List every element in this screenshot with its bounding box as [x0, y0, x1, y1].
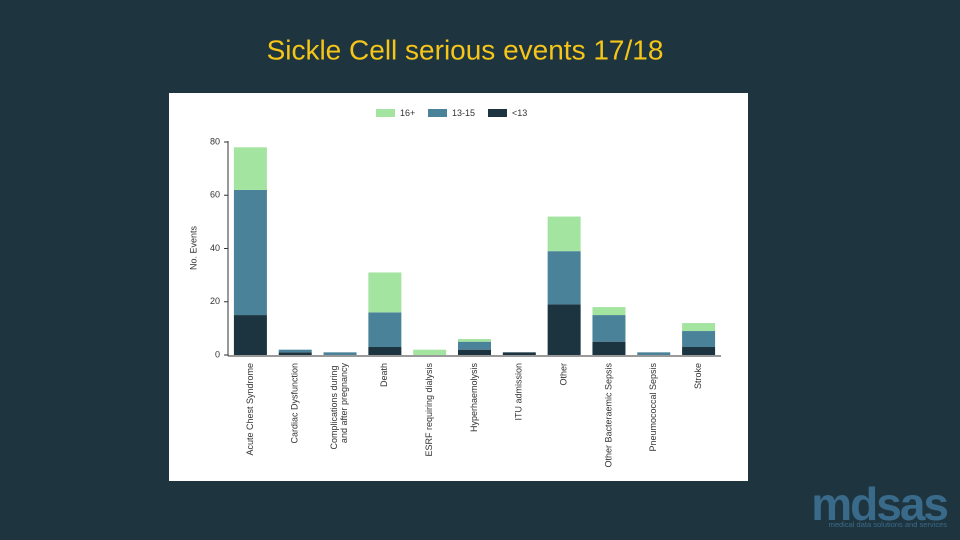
x-tick-label: Cardiac Dysfunction	[290, 363, 300, 444]
x-tick-label: Other Bacteraemic Sepsis	[603, 363, 613, 468]
x-tick-label: Death	[379, 363, 389, 387]
bar-segment	[368, 272, 402, 313]
x-tick-label: Other	[559, 363, 569, 386]
y-axis-label: No. Events	[188, 225, 198, 270]
slide-title: Sickle Cell serious events 17/18	[267, 34, 664, 65]
x-tick-label: ESRF requiring dialysis	[424, 363, 434, 457]
bar-segment	[458, 349, 491, 355]
logo: mdsas	[811, 478, 947, 530]
bar-segment	[682, 323, 716, 332]
bar-segment	[413, 349, 447, 355]
bar-segment	[547, 304, 581, 355]
bar-segment	[458, 339, 491, 342]
bar-segment	[323, 352, 357, 355]
bar-segment	[458, 341, 491, 350]
y-tick-label: 0	[215, 349, 220, 359]
legend-swatch	[488, 109, 507, 117]
legend-label: 16+	[400, 108, 415, 118]
bar-segment	[368, 312, 402, 348]
bar-segment	[637, 352, 671, 355]
bar-segment	[502, 352, 536, 355]
legend-label: 13-15	[452, 108, 475, 118]
bar-segment	[682, 331, 716, 348]
x-tick-label: Stroke	[693, 363, 703, 389]
bar-segment	[592, 341, 626, 355]
y-tick-label: 80	[210, 136, 220, 146]
bar-segment	[278, 349, 312, 353]
x-tick-label: Acute Chest Syndrome	[245, 363, 255, 456]
x-tick-label: Complications during and after pregnancy	[329, 363, 349, 450]
y-tick-label: 60	[210, 190, 220, 200]
bar-segment	[547, 251, 581, 305]
bar-segment	[233, 315, 267, 355]
logo-tagline: medical data solutions and services	[829, 520, 948, 529]
x-tick-label: ITU admission	[514, 363, 524, 421]
bar-segment	[592, 315, 626, 342]
y-tick-label: 40	[210, 243, 220, 253]
legend-swatch	[376, 109, 395, 117]
legend-swatch	[428, 109, 447, 117]
bar-segment	[682, 347, 716, 355]
legend-label: <13	[512, 108, 527, 118]
y-tick-label: 20	[210, 296, 220, 306]
x-tick-label: Pneumococcal Sepsis	[648, 363, 658, 452]
bar-segment	[233, 189, 267, 316]
bar-segment	[233, 147, 267, 190]
x-tick-label: Hyperhaemolysis	[469, 363, 479, 433]
bar-segment	[592, 307, 626, 316]
bar-segment	[368, 347, 402, 355]
bar-segment	[278, 352, 312, 355]
bar-segment	[547, 216, 581, 252]
